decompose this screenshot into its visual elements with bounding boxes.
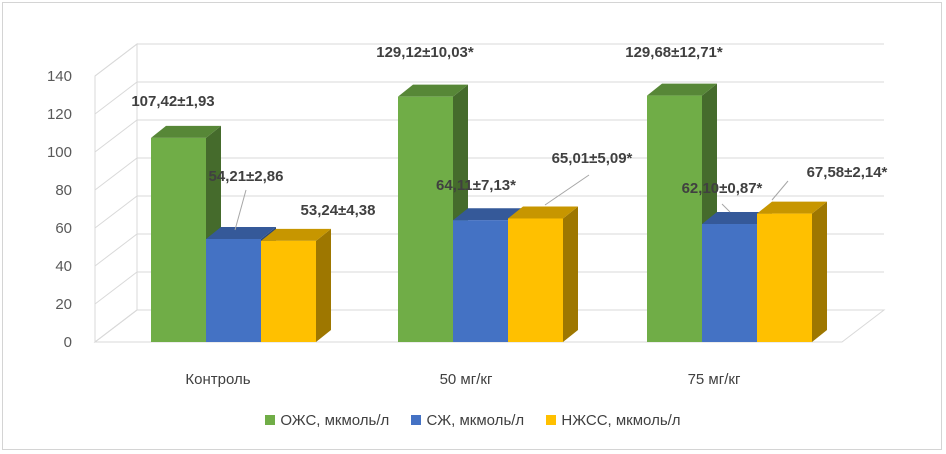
- y-tick-label: 100: [47, 144, 72, 161]
- bar-top: [398, 84, 468, 97]
- bar: [702, 224, 757, 342]
- legend: ОЖС, мкмоль/л СЖ, мкмоль/л НЖСС, мкмоль/…: [0, 412, 946, 429]
- data-label: 67,58±2,14*: [807, 164, 888, 181]
- gridline: [94, 233, 884, 267]
- data-label: 65,01±5,09*: [552, 150, 633, 167]
- bar: [757, 213, 812, 342]
- data-label: 62,10±0,87*: [682, 180, 763, 197]
- legend-label-nzhss: НЖСС, мкмоль/л: [561, 412, 681, 429]
- bar-top: [206, 227, 276, 240]
- gridline: [94, 309, 884, 343]
- legend-swatch-ozhs: [265, 415, 276, 425]
- gridline: [94, 43, 884, 77]
- y-tick-label: 0: [64, 334, 72, 351]
- x-category-label: Контроль: [185, 371, 250, 388]
- gridline: [94, 119, 884, 153]
- data-label: 53,24±4,38: [301, 202, 376, 219]
- legend-label-ozhs: ОЖС, мкмоль/л: [280, 412, 390, 429]
- bar-top: [151, 125, 221, 138]
- gridline: [94, 81, 884, 115]
- y-tick-label: 20: [55, 296, 72, 313]
- legend-item-nzhss: НЖСС, мкмоль/л: [546, 412, 681, 429]
- bar-side: [563, 206, 578, 342]
- legend-swatch-szh: [411, 415, 422, 425]
- data-label: 54,21±2,86: [209, 168, 284, 185]
- data-label: 129,12±10,03*: [376, 44, 474, 61]
- gridline: [94, 271, 884, 305]
- bar-top: [647, 83, 717, 96]
- data-label: 64,11±7,13*: [436, 177, 516, 194]
- legend-item-szh: СЖ, мкмоль/л: [411, 412, 524, 429]
- y-tick-label: 60: [55, 220, 72, 237]
- legend-label-szh: СЖ, мкмоль/л: [426, 412, 525, 429]
- leader-line: [771, 180, 789, 201]
- bar: [398, 96, 453, 342]
- gridline: [94, 195, 884, 229]
- legend-item-ozhs: ОЖС, мкмоль/л: [265, 412, 389, 429]
- bar-top: [508, 206, 578, 219]
- bar-top: [757, 201, 827, 214]
- bar-top: [702, 212, 772, 225]
- legend-swatch-nzhss: [546, 415, 557, 425]
- bar-top: [261, 228, 331, 241]
- leader-line: [721, 203, 731, 213]
- y-tick-label: 120: [47, 106, 72, 123]
- side-wall: [94, 42, 138, 344]
- bar: [453, 220, 508, 342]
- bar: [647, 95, 702, 342]
- data-label: 129,68±12,71*: [625, 44, 723, 61]
- gridline: [94, 157, 884, 191]
- x-category-label: 50 мг/кг: [440, 371, 493, 388]
- leader-line: [234, 189, 247, 231]
- bar: [206, 239, 261, 342]
- bar: [261, 240, 316, 342]
- bar: [151, 137, 206, 342]
- y-tick-label: 140: [47, 68, 72, 85]
- y-tick-label: 40: [55, 258, 72, 275]
- x-category-label: 75 мг/кг: [688, 371, 741, 388]
- bar-side: [812, 201, 827, 342]
- leader-line: [544, 174, 590, 206]
- data-label: 107,42±1,93: [131, 93, 214, 110]
- bar-top: [453, 208, 523, 221]
- bar: [508, 218, 563, 342]
- bar-side: [316, 228, 331, 342]
- y-tick-label: 80: [55, 182, 72, 199]
